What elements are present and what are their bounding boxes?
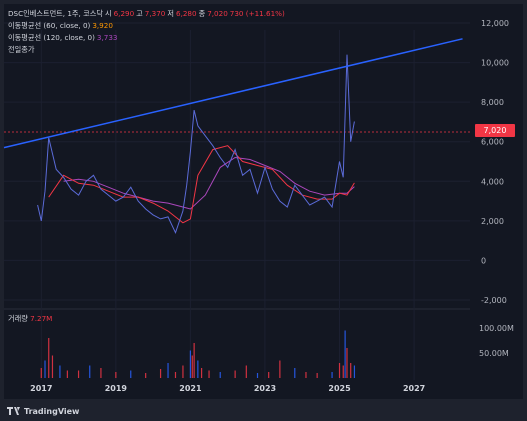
volume-bar (234, 370, 236, 378)
volume-bar (256, 373, 259, 378)
volume-bar (100, 368, 102, 378)
volume-bar (268, 372, 270, 378)
close-value: 7,020 (207, 9, 228, 18)
x-tick-label: 2027 (403, 384, 425, 393)
tradingview-icon (7, 407, 20, 415)
y-tick-label: 2,000 (481, 217, 504, 226)
volume-bar (344, 330, 346, 378)
volume-bar (208, 370, 210, 378)
volume-bar (197, 360, 199, 378)
open-value: 6,290 (113, 9, 135, 18)
y-tick-label: 8,000 (481, 98, 504, 107)
volume-bar (193, 343, 195, 378)
open-label: 시 (104, 9, 112, 18)
volume-legend[interactable]: 거래량 7.27M (8, 314, 52, 324)
volume-bar (191, 355, 193, 378)
symbol-title[interactable]: DSC인베스트먼트, 1주, 코스닥 (8, 9, 103, 18)
trend-line[interactable] (3, 38, 463, 149)
high-label: 고 (136, 9, 143, 18)
volume-bar (40, 368, 42, 378)
ma120-value: 3,733 (96, 33, 118, 42)
volume-bar (89, 365, 91, 378)
ma120-line (63, 156, 355, 210)
volume-bar (189, 350, 191, 378)
x-tick-label: 2023 (254, 384, 276, 393)
x-tick-label: 2021 (179, 384, 202, 393)
legend-symbol-row: DSC인베스트먼트, 1주, 코스닥 시 6,290 고 7,370 저 6,280 … (8, 8, 285, 20)
price-line (37, 54, 355, 235)
ma60-line (48, 145, 355, 224)
legend-prev-close-row[interactable]: 전일종가 (8, 44, 285, 56)
volume-bar (145, 373, 147, 378)
volume-bar (353, 365, 356, 378)
volume-bar (59, 365, 61, 378)
x-tick-label: 2017 (30, 384, 52, 393)
volume-bar (305, 372, 307, 378)
volume-bar (316, 373, 318, 378)
y-tick-label: 0 (481, 256, 486, 265)
close-label: 종 (198, 9, 206, 18)
high-value: 7,370 (144, 9, 166, 18)
ma120-label: 이동평균선 (120, close, 0) (8, 33, 95, 42)
volume-bar (167, 363, 169, 378)
y-tick-label: 6,000 (481, 138, 504, 147)
volume-bar (342, 365, 344, 378)
chart-pane[interactable] (4, 4, 523, 399)
y-tick-label: 12,000 (481, 19, 509, 28)
volume-bar (44, 360, 46, 378)
volume-bar (200, 368, 203, 378)
y-tick-label: 10,000 (481, 59, 509, 68)
low-label: 저 (167, 9, 174, 18)
legend-ma60-row[interactable]: 이동평균선 (60, close, 0) 3,920 (8, 20, 285, 32)
y-tick-label: 4,000 (481, 177, 504, 186)
volume-bar (279, 360, 281, 378)
prev-close-label: 전일종가 (8, 45, 35, 54)
volume-bar (338, 363, 341, 378)
volume-bar (331, 372, 333, 378)
volume-bar (77, 370, 80, 378)
volume-bar (159, 369, 162, 378)
tradingview-brand: TradingView (24, 406, 80, 416)
volume-tick-label: 100.00M (479, 324, 514, 333)
volume-value: 7.27M (30, 314, 53, 323)
low-value: 6,280 (176, 9, 197, 18)
last-price-badge: 7,020 (475, 124, 515, 137)
volume-bar (245, 365, 247, 378)
volume-bar (66, 370, 68, 378)
volume-bar (115, 372, 117, 378)
change-value: 730 (+11.61%) (229, 9, 285, 18)
volume-bar (48, 338, 50, 378)
volume-bar (346, 348, 348, 378)
volume-bar (174, 372, 177, 378)
volume-bar (350, 363, 352, 378)
volume-bar (219, 372, 221, 378)
legend-ma120-row[interactable]: 이동평균선 (120, close, 0) 3,733 (8, 32, 285, 44)
y-tick-label: -2,000 (481, 296, 507, 305)
x-tick-label: 2019 (105, 384, 128, 393)
ma60-value: 3,920 (92, 21, 113, 30)
volume-bar (51, 355, 54, 378)
footer: TradingView (0, 401, 527, 421)
volume-label: 거래량 (8, 314, 28, 323)
ma60-label: 이동평균선 (60, close, 0) (8, 21, 91, 30)
legend: DSC인베스트먼트, 1주, 코스닥 시 6,290 고 7,370 저 6,280 … (8, 8, 285, 56)
volume-bar (182, 365, 184, 378)
volume-bar (130, 370, 132, 378)
volume-tick-label: 50.00M (479, 349, 509, 358)
tradingview-logo[interactable]: TradingView (7, 407, 79, 416)
volume-bar (294, 368, 296, 378)
x-tick-label: 2025 (328, 384, 351, 393)
